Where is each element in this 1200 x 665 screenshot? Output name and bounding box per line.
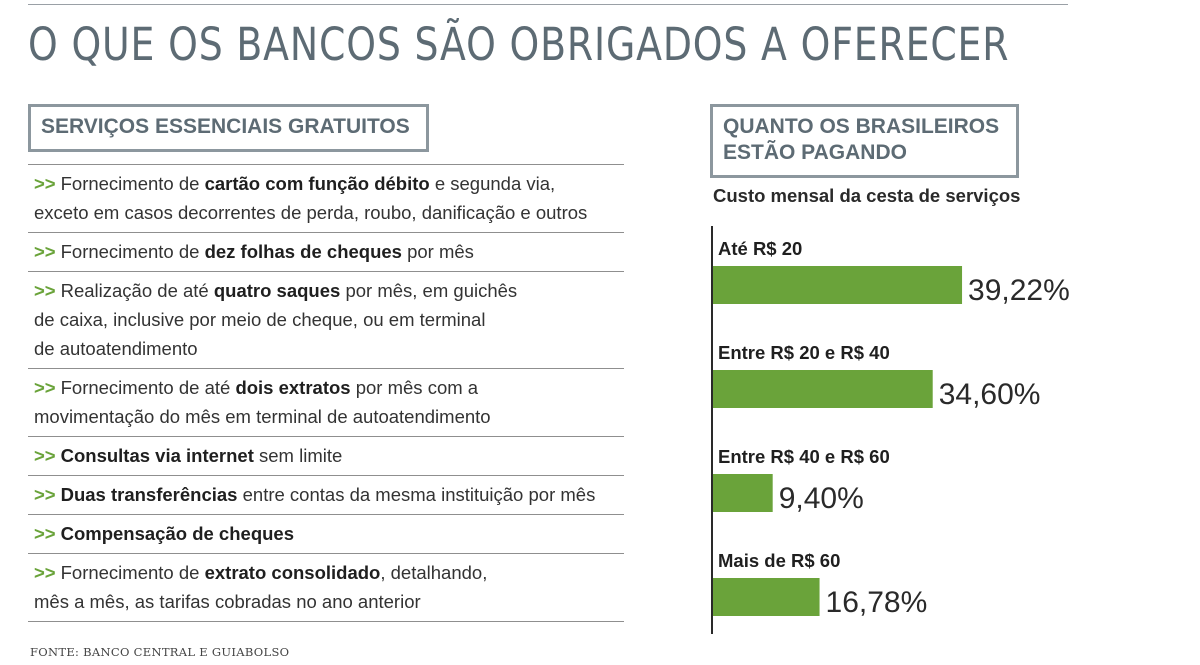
service-line: >> Consultas via internet sem limite	[34, 441, 624, 470]
service-item: >> Duas transferências entre contas da me…	[28, 475, 624, 514]
category-label: Mais de R$ 60	[718, 550, 840, 571]
service-line: mês a mês, as tarifas cobradas no ano an…	[34, 587, 624, 616]
service-text: e segunda via,	[429, 173, 556, 194]
service-item: >> Fornecimento de até dois extratos por …	[28, 368, 624, 436]
service-highlight: Consultas via internet	[60, 445, 254, 466]
service-highlight: Duas transferências	[60, 484, 238, 505]
service-highlight: quatro saques	[213, 280, 341, 301]
chart-heading-line-2: ESTÃO PAGANDO	[723, 141, 907, 164]
bullet-marker: >>	[34, 523, 56, 544]
service-text: exceto em casos decorrentes de perda, ro…	[34, 202, 588, 223]
services-heading: SERVIÇOS ESSENCIAIS GRATUITOS	[28, 104, 429, 152]
bar	[713, 474, 773, 512]
service-line: >> Realização de até quatro saques por mê…	[34, 276, 624, 305]
service-line: >> Fornecimento de extrato consolidado, d…	[34, 558, 624, 587]
service-text: movimentação do mês em terminal de autoa…	[34, 406, 491, 427]
service-item: >> Fornecimento de dez folhas de cheques …	[28, 232, 624, 271]
service-line: >> Fornecimento de até dois extratos por …	[34, 373, 624, 402]
service-item: >> Fornecimento de extrato consolidado, d…	[28, 553, 624, 622]
value-label: 34,60%	[939, 378, 1041, 411]
service-highlight: cartão com função débito	[204, 173, 430, 194]
service-text: Fornecimento de	[60, 173, 205, 194]
service-text: mês a mês, as tarifas cobradas no ano an…	[34, 591, 421, 612]
top-rule	[28, 4, 1068, 5]
service-text: , detalhando,	[380, 562, 488, 583]
chart-axis-line	[711, 226, 713, 634]
service-line: >> Fornecimento de cartão com função débi…	[34, 169, 624, 198]
bullet-marker: >>	[34, 173, 56, 194]
category-label: Entre R$ 40 e R$ 60	[718, 446, 890, 467]
service-highlight: extrato consolidado	[204, 562, 381, 583]
bullet-marker: >>	[34, 377, 56, 398]
service-line: movimentação do mês em terminal de autoa…	[34, 402, 624, 431]
category-label: Até R$ 20	[718, 238, 802, 259]
service-text: Fornecimento de	[60, 562, 205, 583]
service-text: Realização de até	[60, 280, 214, 301]
bar	[713, 578, 820, 616]
service-text: Fornecimento de	[60, 241, 205, 262]
services-list: >> Fornecimento de cartão com função débi…	[28, 164, 624, 622]
service-line: exceto em casos decorrentes de perda, ro…	[34, 198, 624, 227]
service-item: >> Consultas via internet sem limite	[28, 436, 624, 475]
source-note: FONTE: BANCO CENTRAL E GUIABOLSO	[30, 645, 290, 659]
bullet-marker: >>	[34, 484, 56, 505]
service-item: >> Compensação de cheques	[28, 514, 624, 553]
chart-heading-line-1: QUANTO OS BRASILEIROS	[723, 115, 1000, 138]
service-item: >> Fornecimento de cartão com função débi…	[28, 164, 624, 232]
service-text: entre contas da mesma instituição por mê…	[237, 484, 596, 505]
service-text: de autoatendimento	[34, 338, 198, 359]
service-line: de caixa, inclusive por meio de cheque, …	[34, 305, 624, 334]
service-text: por mês com a	[350, 377, 479, 398]
service-highlight: dez folhas de cheques	[204, 241, 402, 262]
value-label: 16,78%	[826, 586, 928, 619]
bullet-marker: >>	[34, 280, 56, 301]
service-text: por mês, em guichês	[340, 280, 518, 301]
service-highlight: dois extratos	[235, 377, 351, 398]
page-title: O QUE OS BANCOS SÃO OBRIGADOS A OFERECER	[28, 18, 1010, 71]
category-label: Entre R$ 20 e R$ 40	[718, 342, 890, 363]
service-text: de caixa, inclusive por meio de cheque, …	[34, 309, 486, 330]
service-line: de autoatendimento	[34, 334, 624, 363]
service-highlight: Compensação de cheques	[60, 523, 294, 544]
service-text: sem limite	[253, 445, 343, 466]
service-item: >> Realização de até quatro saques por mê…	[28, 271, 624, 368]
chart-heading: QUANTO OS BRASILEIROS ESTÃO PAGANDO	[710, 104, 1019, 178]
value-label: 9,40%	[779, 482, 864, 515]
service-line: >> Duas transferências entre contas da me…	[34, 480, 624, 509]
bar	[713, 266, 963, 304]
value-label: 39,22%	[968, 274, 1070, 307]
service-text: Fornecimento de até	[60, 377, 236, 398]
bar	[713, 370, 933, 408]
bullet-marker: >>	[34, 241, 56, 262]
service-line: >> Fornecimento de dez folhas de cheques …	[34, 237, 624, 266]
chart-title: Custo mensal da cesta de serviços	[713, 185, 1021, 206]
bullet-marker: >>	[34, 445, 56, 466]
service-text: por mês	[401, 241, 474, 262]
service-line: >> Compensação de cheques	[34, 519, 624, 548]
bullet-marker: >>	[34, 562, 56, 583]
